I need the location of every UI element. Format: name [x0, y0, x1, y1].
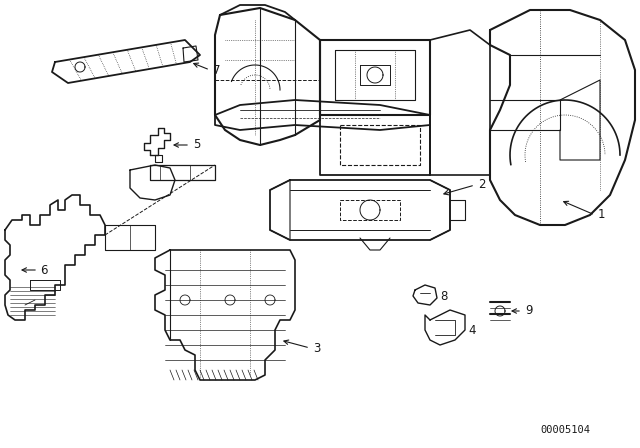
Text: 1: 1: [598, 208, 605, 221]
Text: 9: 9: [525, 305, 532, 318]
Text: 5: 5: [193, 138, 200, 151]
Text: 3: 3: [313, 341, 321, 354]
Text: 4: 4: [468, 323, 476, 336]
Text: 2: 2: [478, 178, 486, 191]
Text: 7: 7: [213, 64, 221, 77]
Text: 8: 8: [440, 289, 447, 302]
Text: 00005104: 00005104: [540, 425, 590, 435]
Text: 6: 6: [40, 263, 47, 276]
